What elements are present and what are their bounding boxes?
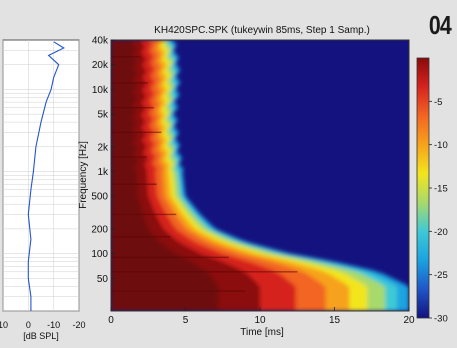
colorbar-tick-label: -5 bbox=[434, 97, 442, 108]
response-tick-label: -20 bbox=[72, 320, 85, 330]
colorbar: -5 -10 -15 -20 -25 -30 bbox=[416, 57, 448, 325]
chart-title: KH420SPC.SPK (tukeywin 85ms, Step 1 Samp… bbox=[154, 25, 370, 36]
response-gridlines bbox=[2, 40, 80, 312]
frequency-tick-label: 20k bbox=[92, 60, 109, 71]
frequency-tick-label: 500 bbox=[91, 192, 108, 203]
frequency-tick-label: 100 bbox=[91, 249, 108, 260]
time-tick-label: 10 bbox=[254, 315, 266, 326]
colorbar-ticks: -5 -10 -15 -20 -25 -30 bbox=[429, 97, 448, 325]
frequency-tick-label: 50 bbox=[97, 274, 109, 285]
colorbar-tick-label: -20 bbox=[434, 227, 448, 238]
response-tick-label: -10 bbox=[47, 320, 60, 330]
decay-contour-band bbox=[111, 40, 219, 311]
figure-number: 04 bbox=[428, 10, 452, 40]
frequency-tick-label: 5k bbox=[97, 110, 109, 121]
colorbar-tick-label: -15 bbox=[434, 184, 448, 195]
colorbar-tick-label: -30 bbox=[434, 314, 448, 325]
frequency-response-panel: 10 0 -10 -20 [dB SPL] bbox=[0, 39, 86, 341]
time-ticks: 0 5 10 15 20 bbox=[108, 307, 415, 326]
time-tick-label: 0 bbox=[108, 315, 114, 326]
time-tick-label: 15 bbox=[329, 315, 341, 326]
frequency-axis-label: Frequency [Hz] bbox=[78, 141, 89, 209]
decay-streaks bbox=[111, 56, 298, 292]
frequency-tick-label: 40k bbox=[92, 36, 109, 47]
decay-contours bbox=[111, 40, 409, 311]
frequency-tick-label: 10k bbox=[92, 85, 109, 96]
response-tick-label: 10 bbox=[0, 320, 8, 330]
response-tick-label: 0 bbox=[26, 320, 31, 330]
colorbar-scale bbox=[416, 57, 430, 319]
response-curve bbox=[27, 41, 65, 311]
frequency-tick-label: 1k bbox=[97, 167, 109, 178]
response-x-axis-label: [dB SPL] bbox=[23, 331, 59, 341]
spectrogram-panel: KH420SPC.SPK (tukeywin 85ms, Step 1 Samp… bbox=[78, 25, 415, 338]
colorbar-tick-label: -25 bbox=[434, 270, 448, 281]
frequency-tick-label: 2k bbox=[97, 142, 109, 153]
response-x-ticks: 10 0 -10 -20 bbox=[0, 320, 86, 330]
time-axis-label: Time [ms] bbox=[240, 327, 284, 338]
time-tick-label: 5 bbox=[183, 315, 189, 326]
frequency-ticks: 40k 20k 10k 5k 2k 1k 500 200 100 50 bbox=[91, 36, 115, 285]
colorbar-tick-label: -10 bbox=[434, 140, 448, 151]
frequency-tick-label: 200 bbox=[91, 224, 108, 235]
time-tick-label: 20 bbox=[403, 315, 415, 326]
